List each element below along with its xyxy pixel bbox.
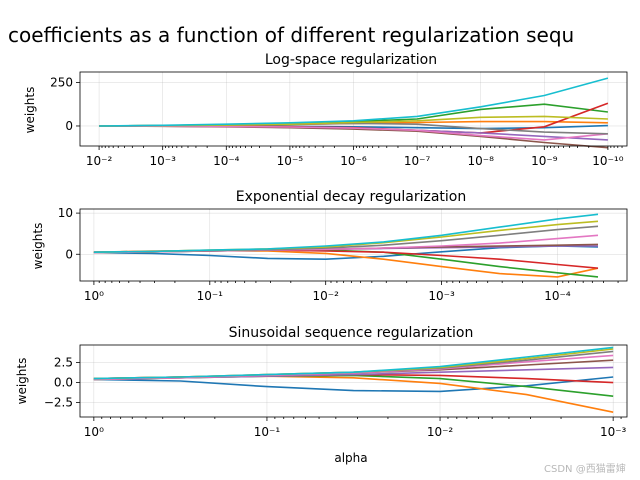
x-tick-label: 10⁻⁸ [467,154,494,168]
y-tick-label: 0 [65,119,73,133]
x-tick-label: 10⁻⁶ [340,154,367,168]
panel-exponential-decay: Exponential decay regularization weights… [31,189,628,303]
panel-title: Log-space regularization [265,52,437,68]
series-line-7 [99,125,608,141]
x-tick-label: 10⁻² [427,425,454,439]
x-tick-label: 10⁻¹⁰ [592,154,623,168]
y-axis-label: weights [15,358,29,405]
x-tick-label: 10⁻¹ [197,289,224,303]
figure-title: coefficients as a function of different … [8,23,574,47]
panel-sinusoidal: Sinusoidal sequence regularization weigh… [15,325,628,439]
series-line-10 [93,213,599,253]
x-tick-label: 10⁻⁴ [213,154,240,168]
panel-title: Exponential decay regularization [236,189,466,205]
plot-frame [79,208,628,282]
watermark: CSDN @西猫雷婶 [544,462,626,475]
x-tick-label: 10⁻⁵ [277,154,304,168]
x-tick-label: 10⁻³ [428,289,455,303]
series-line-4 [93,249,599,269]
y-axis-label: weights [23,87,37,134]
panel-log-space: Log-space regularization weights 10⁻² 10⁻… [23,52,628,168]
series-line-10 [99,77,609,127]
y-tick-label: 2.5 [54,356,73,370]
panel-title: Sinusoidal sequence regularization [229,325,474,341]
x-tick-label: 10⁻² [312,289,339,303]
y-tick-label: 250 [50,75,73,89]
y-tick-label: 0.0 [54,376,73,390]
x-tick-label: 10⁻¹ [254,425,281,439]
x-tick-label: 10⁻⁹ [531,154,558,168]
x-tick-label: 10⁰ [84,289,104,303]
y-axis-label: weights [31,223,45,270]
y-tick-label: 0 [65,247,73,261]
y-tick-label: −2.5 [44,396,73,410]
plot-frame [79,344,628,418]
y-tick-label: 10 [58,206,73,220]
x-axis-label: alpha [334,451,367,465]
series-line-10 [93,346,614,380]
x-tick-label: 10⁻⁷ [404,154,431,168]
x-tick-label: 10⁻² [86,154,113,168]
x-tick-label: 10⁻³ [149,154,176,168]
x-tick-label: 10⁻⁴ [544,289,571,303]
series-line-1 [93,245,599,261]
x-tick-label: 10⁻³ [600,425,627,439]
x-tick-label: 10⁰ [84,425,104,439]
